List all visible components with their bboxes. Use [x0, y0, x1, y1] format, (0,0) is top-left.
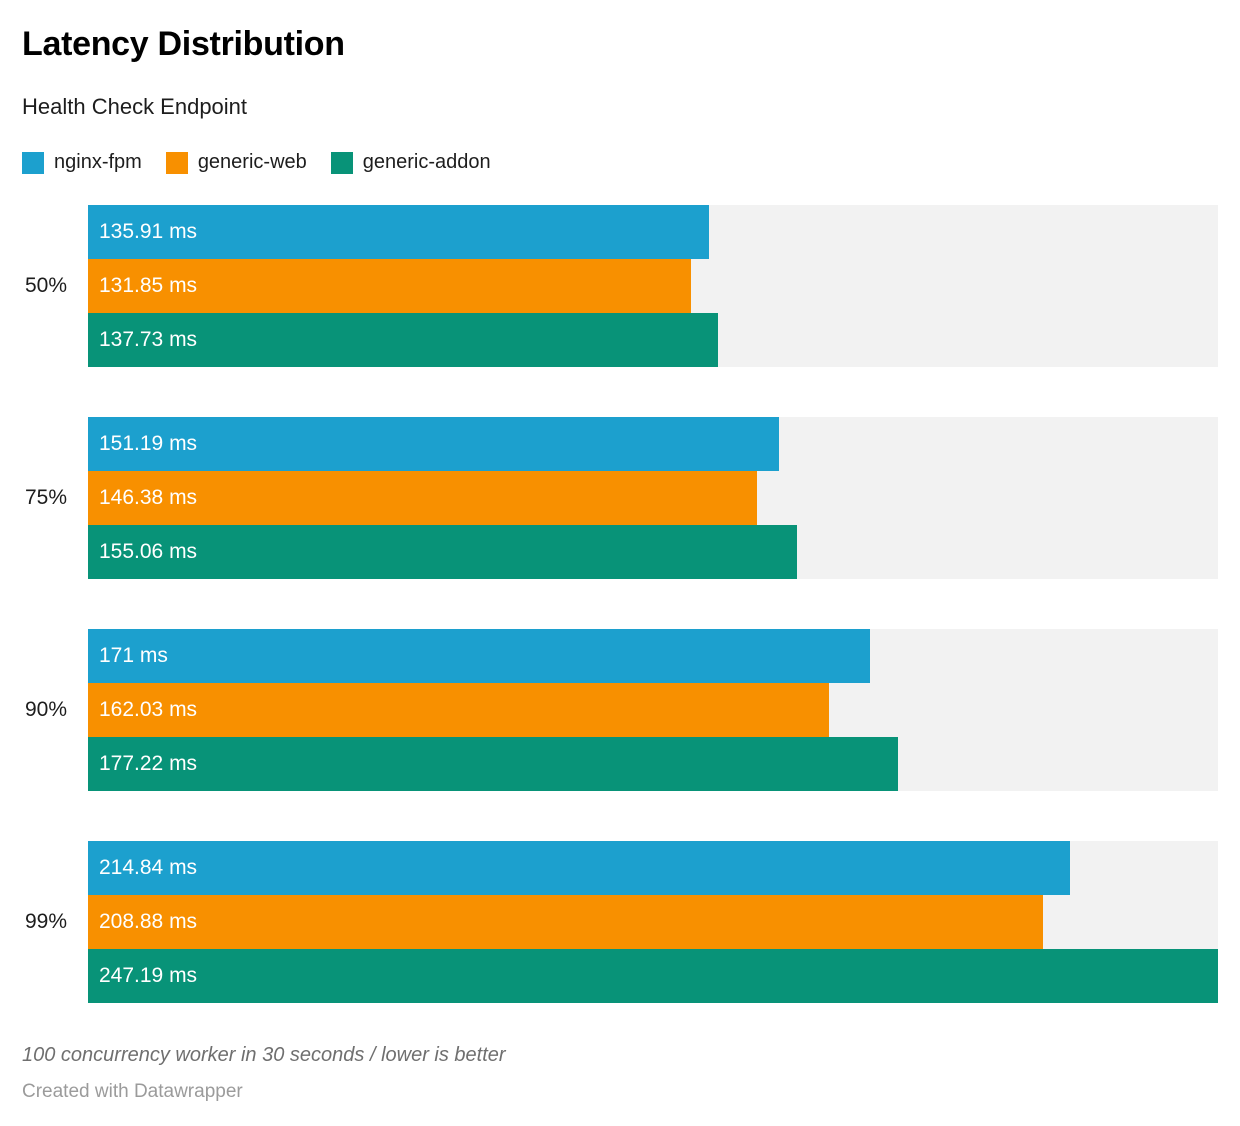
bar-generic-web: 208.88 ms: [88, 895, 1043, 950]
bar-group-99pct: 99% 214.84 ms 208.88 ms 247.19 ms: [22, 841, 1218, 1004]
bar-generic-addon: 155.06 ms: [88, 525, 797, 580]
legend-item-generic-addon: generic-addon: [330, 151, 491, 174]
bar-group-50pct: 50% 135.91 ms 131.85 ms 137.73 ms: [22, 205, 1218, 368]
datawrapper-attribution[interactable]: Created with Datawrapper: [22, 1081, 243, 1103]
bar-group-90pct: 90% 171 ms 162.03 ms 177.22 ms: [22, 629, 1218, 792]
legend-swatch-icon: [330, 151, 353, 174]
percentile-label: 75%: [24, 486, 67, 510]
bar-generic-web: 131.85 ms: [88, 259, 691, 314]
bar-value-label: 171 ms: [99, 644, 168, 668]
legend-label: generic-addon: [362, 151, 491, 174]
chart: 50% 135.91 ms 131.85 ms 137.73 ms 75% 151.19 …: [22, 205, 1218, 1004]
bar-value-label: 131.85 ms: [99, 274, 198, 298]
page-title: Latency Distribution: [22, 25, 345, 63]
legend-label: generic-web: [197, 151, 307, 174]
bar-generic-addon: 137.73 ms: [88, 313, 718, 368]
bar-nginx-fpm: 135.91 ms: [88, 205, 710, 260]
legend: nginx-fpm generic-web generic-addon: [22, 151, 1218, 174]
bar-track: 214.84 ms 208.88 ms 247.19 ms: [88, 841, 1218, 1004]
bar-value-label: 146.38 ms: [99, 486, 198, 510]
bar-value-label: 177.22 ms: [99, 752, 198, 776]
bar-nginx-fpm: 171 ms: [88, 629, 870, 684]
chart-subtitle: Health Check Endpoint: [22, 94, 248, 120]
legend-item-generic-web: generic-web: [165, 151, 307, 174]
bar-track: 171 ms 162.03 ms 177.22 ms: [88, 629, 1218, 792]
bar-generic-addon: 247.19 ms: [88, 949, 1218, 1004]
bar-group-75pct: 75% 151.19 ms 146.38 ms 155.06 ms: [22, 417, 1218, 580]
bar-value-label: 135.91 ms: [99, 220, 198, 244]
bar-value-label: 208.88 ms: [99, 910, 198, 934]
legend-swatch-icon: [22, 151, 44, 174]
percentile-label: 90%: [24, 698, 67, 722]
bar-value-label: 214.84 ms: [99, 856, 198, 880]
bar-nginx-fpm: 151.19 ms: [88, 417, 780, 472]
bar-nginx-fpm: 214.84 ms: [88, 841, 1071, 896]
bar-track: 135.91 ms 131.85 ms 137.73 ms: [88, 205, 1218, 368]
footer-note: 100 concurrency worker in 30 seconds / l…: [22, 1044, 506, 1067]
bar-value-label: 137.73 ms: [99, 328, 198, 352]
bar-generic-web: 162.03 ms: [88, 683, 829, 738]
bar-value-label: 247.19 ms: [99, 964, 198, 988]
bar-value-label: 162.03 ms: [99, 698, 198, 722]
legend-item-nginx-fpm: nginx-fpm: [22, 151, 142, 174]
chart-page: Latency Distribution Health Check Endpoi…: [22, 25, 1218, 1103]
bar-value-label: 155.06 ms: [99, 540, 198, 564]
percentile-label: 99%: [24, 910, 67, 934]
legend-label: nginx-fpm: [54, 151, 142, 174]
bar-value-label: 151.19 ms: [99, 432, 198, 456]
bar-track: 151.19 ms 146.38 ms 155.06 ms: [88, 417, 1218, 580]
bar-generic-addon: 177.22 ms: [88, 737, 899, 792]
legend-swatch-icon: [165, 151, 188, 174]
percentile-label: 50%: [24, 274, 67, 298]
bar-generic-web: 146.38 ms: [88, 471, 758, 526]
